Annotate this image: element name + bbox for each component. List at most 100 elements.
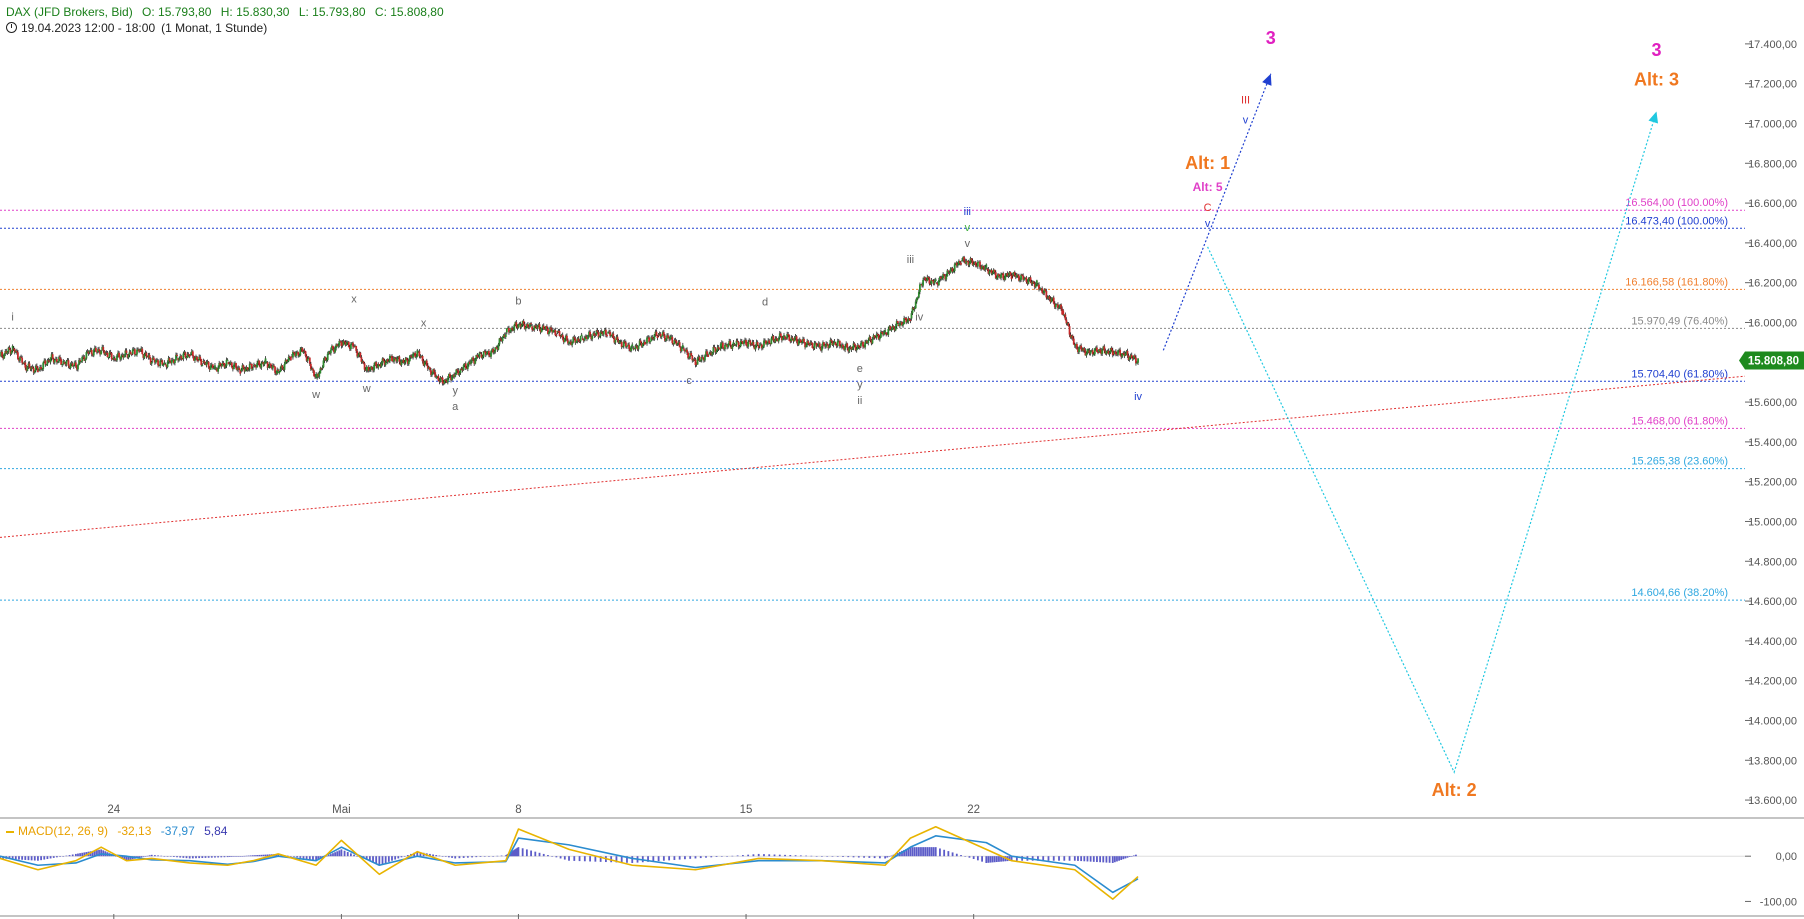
candle-body — [29, 367, 32, 370]
macd-histogram-bar — [483, 856, 486, 857]
macd-histogram-bar — [372, 856, 374, 863]
candle-body — [734, 344, 737, 346]
macd-histogram-bar — [968, 856, 971, 858]
candle-body — [41, 368, 44, 370]
candle-body — [489, 355, 491, 357]
candle-body — [446, 377, 449, 383]
candle-body — [786, 334, 789, 339]
candle-body — [1070, 335, 1073, 338]
candle-body — [854, 345, 857, 351]
candle-body — [881, 331, 883, 333]
candle-body — [667, 335, 669, 338]
candle-body — [560, 334, 563, 337]
macd-histogram-bar — [317, 856, 320, 860]
candle-body — [237, 367, 240, 370]
candle-body — [404, 358, 407, 363]
candle-body — [525, 324, 528, 328]
candle-body — [139, 349, 142, 351]
candle-body — [836, 341, 839, 347]
candle-body — [178, 358, 181, 361]
candle-body — [452, 374, 455, 377]
macd-histogram-bar — [568, 856, 570, 861]
macd-histogram-bar — [932, 847, 935, 857]
macd-histogram-bar — [1099, 856, 1102, 863]
wave-label: iv — [915, 311, 923, 323]
candle-body — [889, 326, 892, 330]
candle-body — [1130, 354, 1133, 359]
candle-body — [783, 335, 785, 338]
candle-body — [660, 335, 663, 337]
candle-body — [701, 356, 704, 359]
candle-body — [606, 334, 608, 337]
macd-histogram-bar — [235, 856, 237, 857]
instrument-name: DAX (JFD Brokers, Bid) — [6, 5, 133, 19]
candle-body — [300, 347, 303, 350]
candle-body — [321, 367, 324, 369]
candle-body — [561, 334, 564, 339]
macd-histogram-bar — [148, 855, 151, 857]
candle-body — [928, 277, 931, 284]
candle-body — [329, 349, 332, 354]
macd-histogram-bar — [901, 850, 903, 857]
candle-body — [228, 363, 231, 365]
candle-body — [476, 355, 479, 357]
macd-histogram-bar — [204, 856, 207, 858]
candle-body — [52, 358, 55, 363]
candle-body — [926, 276, 929, 281]
candle-body — [1048, 296, 1051, 300]
candle-body — [1122, 353, 1125, 355]
candle-body — [998, 274, 1000, 277]
candle-body — [464, 363, 467, 369]
candle-body — [909, 320, 912, 322]
candle-body — [979, 261, 981, 268]
macd-histogram-bar — [534, 851, 537, 857]
candle-body — [647, 337, 649, 339]
candle-body — [1051, 297, 1054, 299]
macd-histogram-bar — [228, 856, 231, 857]
candle-body — [99, 351, 102, 355]
x-tick-label: Mai — [332, 804, 351, 816]
candle-body — [625, 342, 627, 347]
candle-body — [20, 356, 22, 358]
macd-histogram-bar — [138, 856, 140, 858]
macd-histogram-bar — [315, 856, 318, 861]
candle-body — [200, 359, 203, 366]
candle-body — [782, 337, 784, 341]
candle-body — [391, 355, 393, 361]
candle-body — [251, 368, 254, 370]
candle-body — [571, 342, 574, 345]
macd-histogram-bar — [21, 856, 24, 860]
macd-histogram-bar — [1083, 856, 1086, 862]
macd-histogram-bar — [915, 847, 918, 857]
macd-histogram-bar — [266, 854, 269, 857]
candle-body — [21, 357, 24, 363]
candle-body — [968, 263, 971, 266]
macd-histogram-bar — [991, 856, 994, 863]
candle-body — [399, 361, 402, 365]
candle-body — [985, 264, 988, 268]
candle-body — [1061, 308, 1064, 315]
candle-body — [943, 274, 946, 276]
candle-body — [206, 361, 209, 363]
candle-body — [12, 348, 15, 350]
candle-body — [285, 359, 288, 362]
candle-body — [301, 347, 304, 352]
candle-body — [315, 374, 318, 377]
macd-histogram-bar — [631, 856, 634, 863]
macd-histogram-bar — [768, 854, 771, 857]
wave-label: ii — [857, 395, 862, 407]
candle-body — [729, 341, 732, 346]
candle-body — [288, 356, 291, 358]
candle-body — [598, 336, 601, 338]
candle-body — [412, 353, 414, 358]
candle-body — [1053, 303, 1056, 308]
candle-body — [765, 340, 767, 345]
candle-body — [148, 355, 151, 359]
macd-histogram-bar — [129, 856, 132, 860]
candle-body — [66, 360, 69, 362]
candle-body — [440, 377, 443, 379]
candle-body — [707, 354, 710, 357]
candle-body — [409, 355, 411, 361]
candle-body — [483, 351, 486, 353]
